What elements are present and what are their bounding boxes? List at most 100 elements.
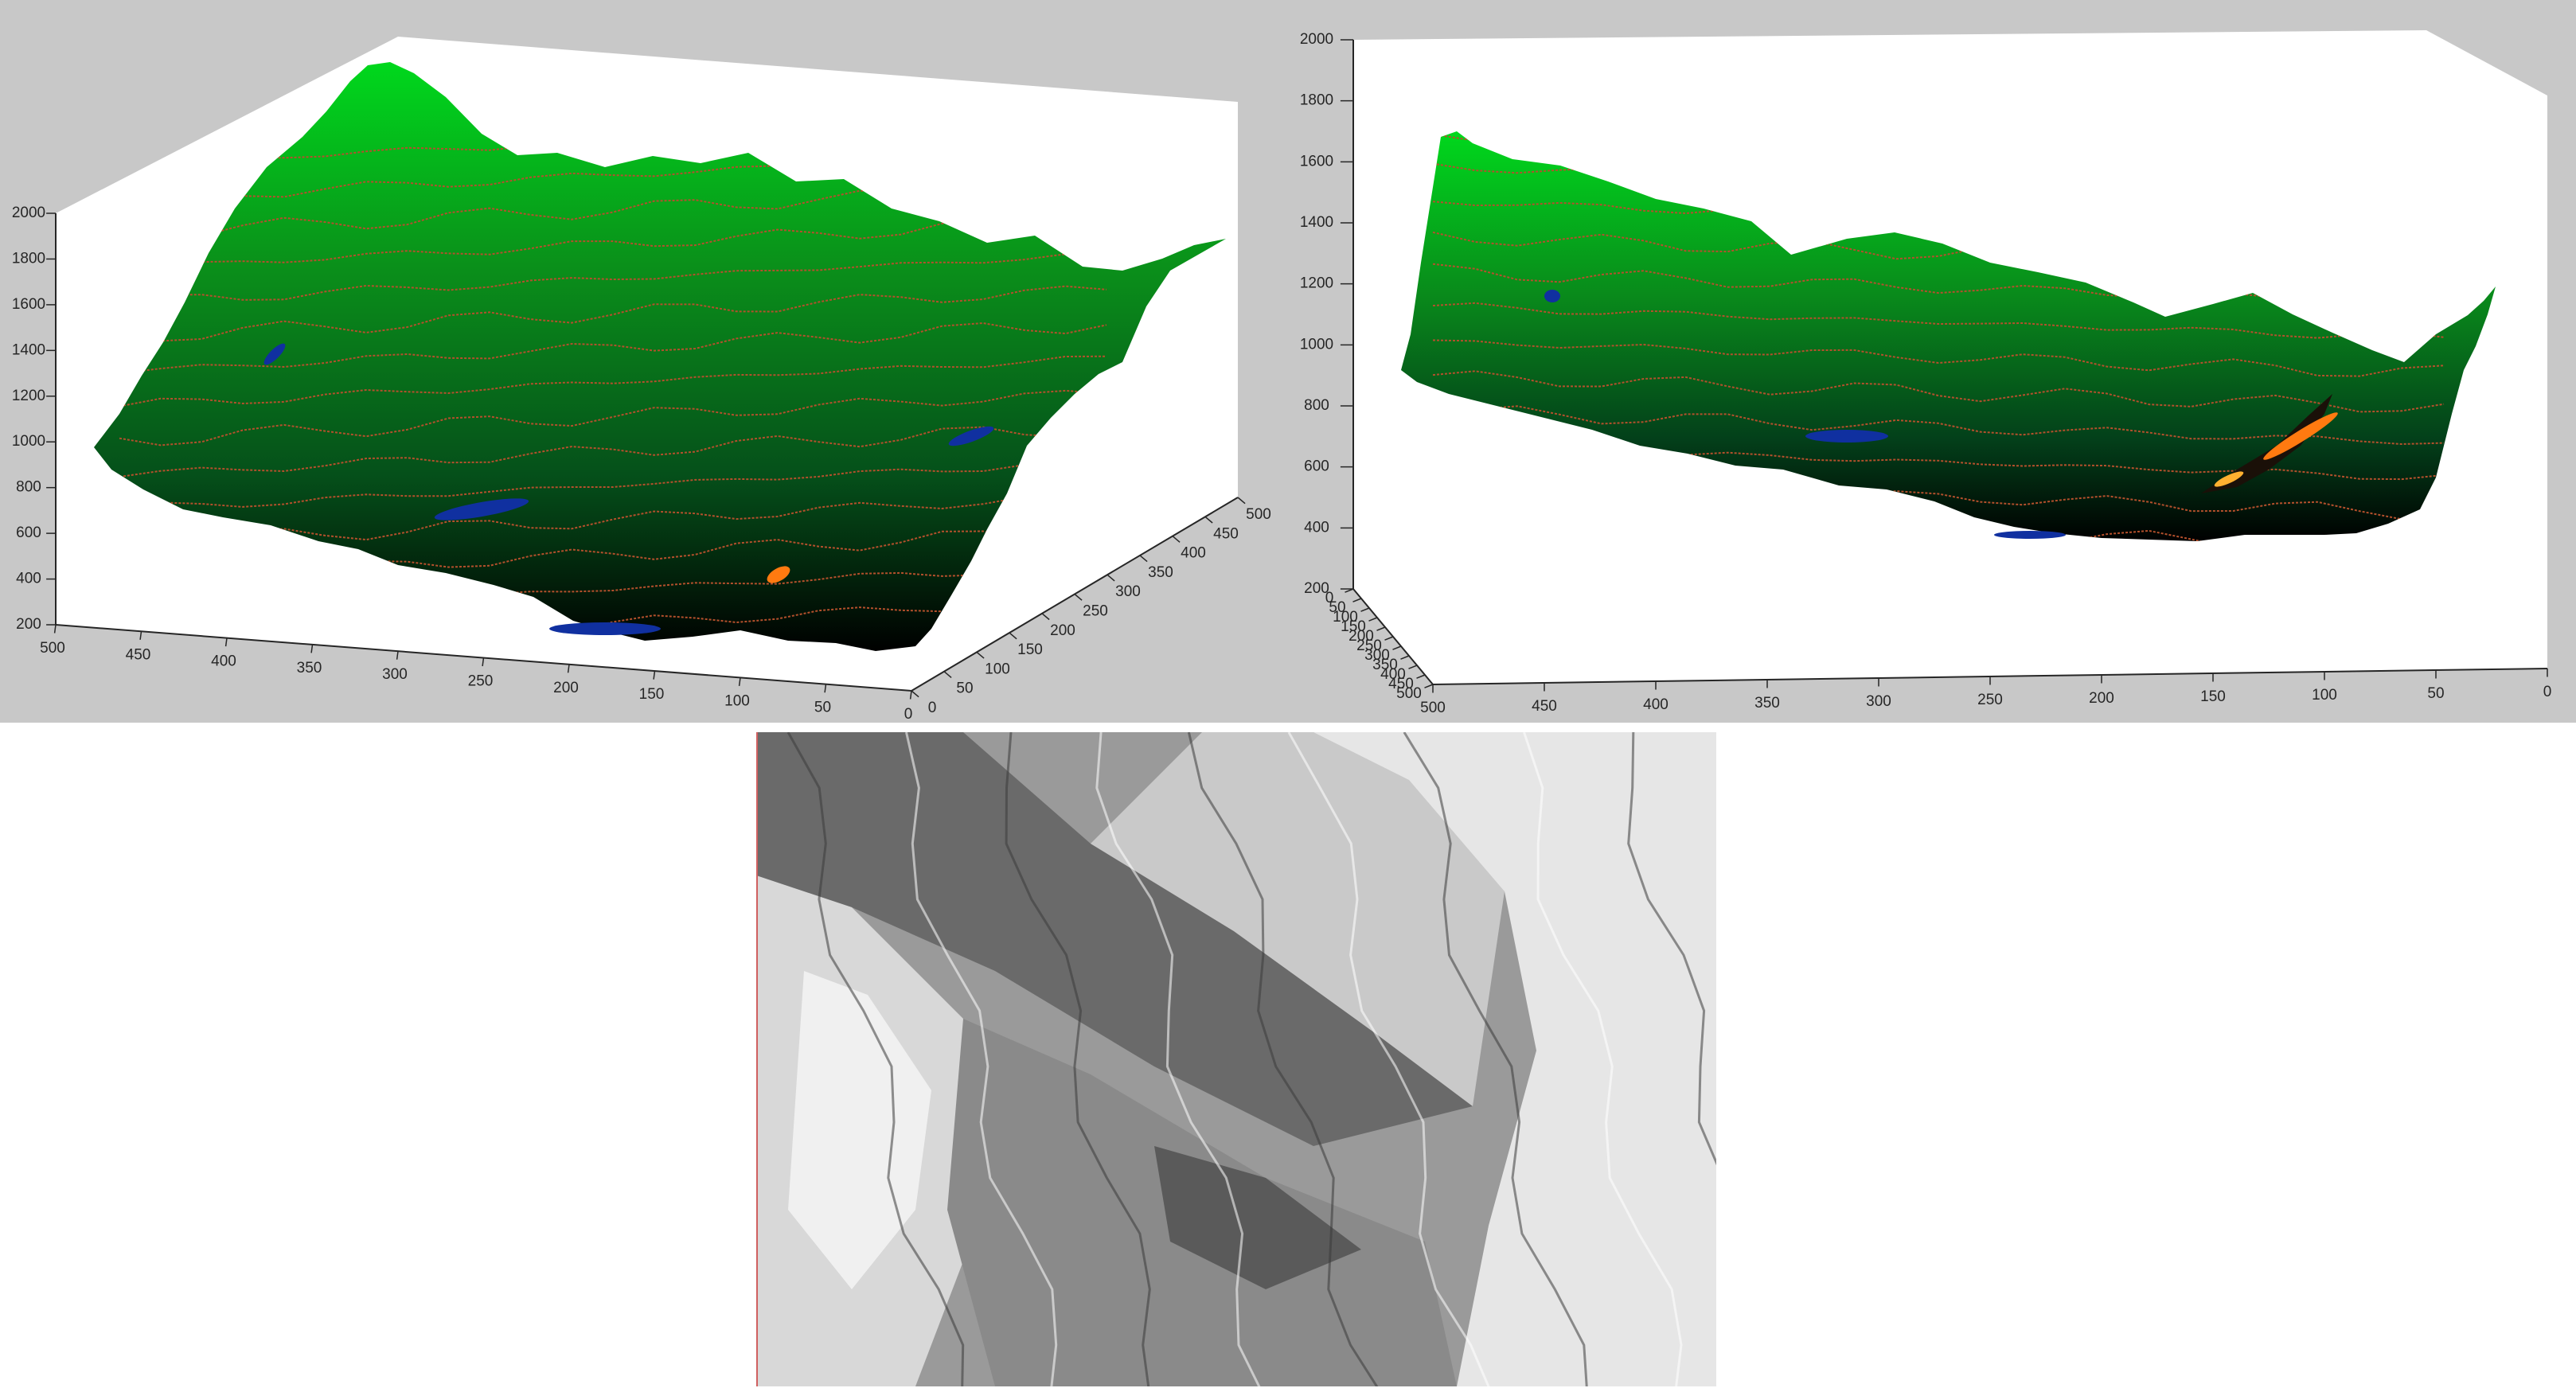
tick-mark [224,637,228,647]
contour-line [119,458,1107,510]
water-marker [948,426,994,446]
tick-label: 500 [40,640,65,657]
tick-label: 200 [2089,690,2114,707]
tick-mark [1074,593,1083,601]
contour-line [1432,302,2445,339]
tick-mark [976,651,985,659]
contour-line [119,426,1107,478]
shaded-slope [1154,1146,1361,1289]
water-marker [434,498,529,520]
water-markers-left [263,343,994,635]
water-marker [1994,531,2066,539]
tick-label: 100 [1333,609,1358,626]
contour-line [119,389,1107,446]
tick-label: 1800 [1300,92,1333,109]
tick-label: 1600 [1300,153,1333,170]
water-markers-right [1544,290,2066,539]
tick-label: 200 [553,680,579,696]
contour-line [119,494,1107,551]
shaded-slope [1091,732,1505,1106]
ridge-line [1523,732,1683,1386]
tick-mark [1416,674,1426,679]
ridge-line [1287,732,1490,1386]
shaded-slope [756,732,1473,1146]
tick-label: 300 [1866,693,1891,710]
tick-label: 400 [1181,545,1206,562]
tick-mark [1139,555,1148,563]
hot-spot-right [2201,394,2338,493]
hot-spot-left [767,566,790,583]
tick-label: 1800 [12,250,45,267]
tick-mark [310,644,314,653]
tick-mark [1360,607,1370,612]
contour-line [119,355,1107,407]
tick-label: 400 [211,653,236,670]
tick-label: 1000 [1300,336,1333,353]
shaded-slope [788,971,931,1289]
tick-label: 1400 [1300,214,1333,231]
tick-label: 350 [1148,564,1173,581]
tick-label: 0 [1325,590,1334,606]
contour-line [119,285,1107,342]
contour-line [119,218,1107,271]
ridge-line [905,732,1058,1386]
tick-label: 50 [2427,685,2444,702]
tick-label: 100 [2312,687,2337,704]
tick-label: 500 [1420,700,1446,716]
tick-mark [1352,598,1362,602]
tick-label: 450 [1532,698,1557,715]
tick-mark [1392,645,1402,650]
water-marker [1544,290,1560,302]
tick-label: 400 [1304,519,1329,536]
ridge-line [1627,732,1716,1166]
tick-label: 400 [16,571,41,587]
tick-label: 200 [1304,580,1329,597]
tick-label: 100 [724,692,750,709]
ridge-line [1187,732,1379,1386]
water-marker [1805,430,1888,443]
tick-label: 250 [468,673,494,690]
tick-label: 1600 [12,296,45,313]
tick-mark [1424,684,1434,688]
tick-label: 0 [2543,684,2552,700]
tick-label: 50 [1329,599,1345,616]
tick-label: 350 [1754,695,1780,712]
tick-label: 400 [1380,666,1406,683]
tick-mark [1376,626,1386,631]
tick-mark [1107,574,1115,582]
tick-mark [1408,665,1418,669]
tick-label: 1000 [12,433,45,450]
tick-label: 400 [1643,696,1669,713]
hillshade-image [756,732,1716,1386]
ridge-line [1095,732,1261,1386]
tick-label: 50 [956,680,973,697]
tick-label: 200 [16,616,41,633]
contour-line [1432,339,2445,377]
contour-line [1432,405,2445,446]
tick-label: 50 [814,700,831,716]
tick-label: 250 [1977,692,2003,708]
tick-label: 500 [1246,506,1271,523]
tick-mark [1009,632,1017,640]
tick-mark [1204,516,1213,524]
tick-label: 500 [1396,685,1422,702]
tick-label: 300 [1115,583,1141,600]
tick-label: 150 [1017,641,1043,658]
tick-label: 200 [1050,622,1075,639]
tick-label: 300 [382,666,408,683]
tick-mark [1237,497,1246,505]
tick-mark [53,624,57,634]
tick-mark [1041,613,1050,621]
tick-label: 600 [16,524,41,541]
water-marker [549,622,661,635]
tick-mark [943,671,952,678]
ridge-lines [786,732,1716,1386]
tick-label: 350 [1372,657,1398,673]
tick-mark [396,651,399,660]
tick-label: 800 [16,479,41,496]
contour-line [119,322,1107,375]
tick-label: 250 [1356,637,1382,654]
terrain-surface-left [94,62,1226,651]
